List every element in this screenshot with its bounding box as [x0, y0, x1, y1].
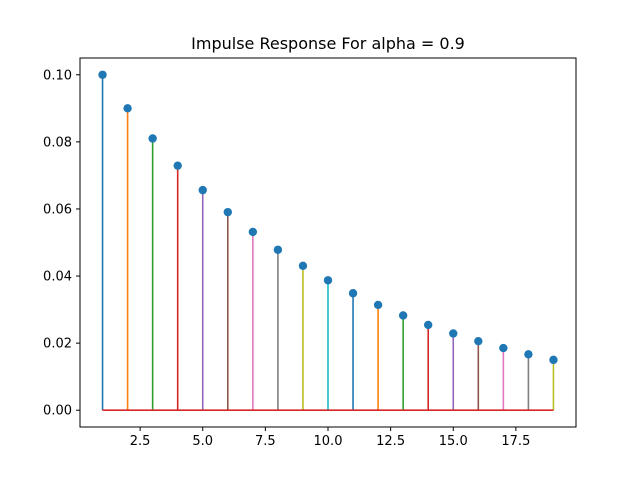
stem-marker	[273, 245, 283, 254]
y-tick-label: 0.10	[43, 68, 72, 83]
x-tick-label: 17.5	[501, 434, 530, 449]
stem-marker	[173, 161, 182, 170]
stem-marker	[248, 227, 258, 237]
x-tick-label: 15.0	[439, 434, 468, 449]
plot-frame	[79, 57, 577, 428]
x-tick-label: 2.5	[130, 434, 151, 449]
stem-lines	[101, 74, 555, 411]
stem-marker	[198, 185, 207, 195]
x-tick-label: 5.0	[192, 434, 213, 449]
x-tick-label: 7.5	[255, 434, 276, 449]
y-tick-label: 0.04	[43, 270, 72, 285]
stem-marker	[98, 70, 107, 79]
stem-marker	[323, 276, 333, 285]
stem-marker	[298, 261, 308, 271]
x-tick-label: 12.5	[376, 434, 405, 449]
y-axis: 0.00 0.02 0.04 0.06 0.08 0.10	[43, 68, 80, 419]
chart-title: Impulse Response For alpha = 0.9	[191, 34, 465, 53]
stem-marker	[549, 355, 558, 365]
stem-marker	[499, 343, 508, 353]
stem-markers	[98, 70, 558, 365]
y-tick-label: 0.06	[43, 202, 72, 217]
y-tick-label: 0.00	[43, 404, 72, 419]
x-tick-label: 10.0	[314, 434, 343, 449]
stem-marker	[348, 289, 358, 298]
stem-marker	[524, 350, 533, 359]
y-tick-label: 0.08	[43, 135, 72, 150]
x-axis: 2.5 5.0 7.5 10.0 12.5 15.0 17.5	[130, 427, 530, 449]
stem-marker	[449, 329, 458, 338]
stem-marker	[474, 336, 483, 346]
stem-marker	[424, 320, 433, 330]
stem-marker	[223, 207, 232, 217]
stem-marker	[123, 104, 132, 113]
stem-marker	[398, 311, 408, 320]
y-tick-label: 0.02	[43, 337, 72, 352]
stem-marker	[148, 134, 157, 143]
stem-marker	[373, 300, 383, 310]
